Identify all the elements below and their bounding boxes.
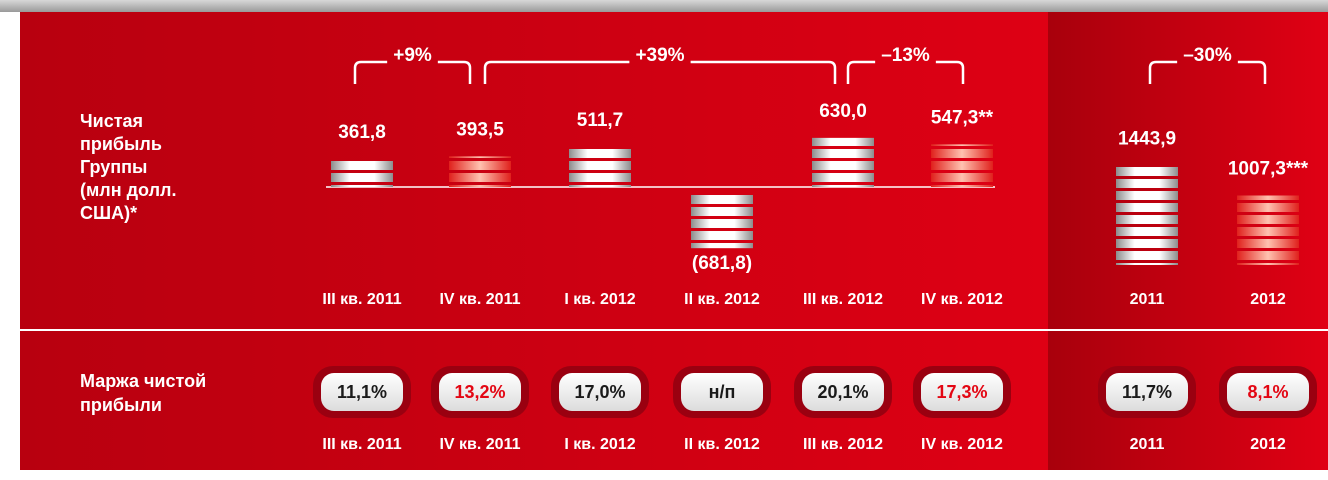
- category-label: 2012: [1250, 436, 1286, 453]
- pill-inner: [802, 373, 884, 411]
- value-label: 1443,9: [1118, 128, 1176, 149]
- row-label: США)*: [80, 203, 137, 223]
- category-label: IV кв. 2011: [439, 436, 520, 453]
- bar: [449, 156, 511, 187]
- pill-inner: [681, 373, 763, 411]
- value-label: (681,8): [692, 253, 752, 274]
- category-label: IV кв. 2012: [921, 436, 1003, 453]
- bar: [1237, 195, 1299, 265]
- pill-inner: [321, 373, 403, 411]
- bar: [1116, 165, 1178, 265]
- category-label: IV кв. 2012: [921, 291, 1003, 308]
- pill-inner: [1227, 373, 1309, 411]
- pill-inner: [439, 373, 521, 411]
- change-label: –30%: [1183, 45, 1232, 66]
- category-label: II кв. 2012: [684, 436, 760, 453]
- value-label: 361,8: [338, 122, 386, 143]
- bar: [931, 144, 993, 187]
- category-label: 2012: [1250, 291, 1286, 308]
- category-label: III кв. 2011: [322, 291, 401, 308]
- margin-value: 11,7%: [1122, 382, 1172, 402]
- top-band: [0, 0, 1328, 12]
- pill-inner: [559, 373, 641, 411]
- category-label: IV кв. 2011: [439, 291, 520, 308]
- bar: [569, 147, 631, 187]
- category-label: I кв. 2012: [564, 436, 635, 453]
- quarter-panel: [20, 12, 1048, 470]
- bar: [691, 195, 753, 249]
- margin-value: 11,1%: [337, 382, 387, 402]
- margin-value: 8,1%: [1247, 382, 1288, 402]
- row-label: прибыль: [80, 134, 162, 154]
- change-label: –13%: [881, 45, 930, 66]
- value-label: 511,7: [577, 110, 624, 131]
- margin-value: н/п: [709, 382, 736, 402]
- margin-value: 13,2%: [454, 382, 505, 402]
- change-label: +39%: [635, 45, 684, 66]
- value-label: 630,0: [819, 101, 867, 122]
- bracket: [1148, 60, 1267, 84]
- category-label: III кв. 2012: [803, 436, 883, 453]
- value-label: 393,5: [456, 119, 504, 140]
- bar: [812, 137, 874, 187]
- bar: [331, 158, 393, 187]
- value-label: 1007,3***: [1228, 159, 1309, 180]
- pill-inner: [1106, 373, 1188, 411]
- bracket: [483, 60, 837, 84]
- row-label: Чистая: [80, 111, 143, 131]
- row-label: (млн долл.: [80, 180, 176, 200]
- category-label: II кв. 2012: [684, 291, 760, 308]
- category-label: III кв. 2011: [322, 436, 401, 453]
- category-label: I кв. 2012: [564, 291, 635, 308]
- pill-inner: [921, 373, 1003, 411]
- row-label: Группы: [80, 157, 147, 177]
- bracket: [353, 60, 472, 84]
- margin-value: 20,1%: [817, 382, 868, 402]
- row-label: прибыли: [80, 395, 162, 415]
- margin-value: 17,0%: [574, 382, 625, 402]
- row-label: Маржа чистой: [80, 371, 206, 391]
- category-label: III кв. 2012: [803, 291, 883, 308]
- bracket: [846, 60, 965, 84]
- value-label: 547,3**: [931, 107, 994, 128]
- change-label: +9%: [393, 45, 432, 66]
- category-label: 2011: [1130, 436, 1165, 453]
- category-label: 2011: [1130, 291, 1165, 308]
- margin-value: 17,3%: [936, 382, 987, 402]
